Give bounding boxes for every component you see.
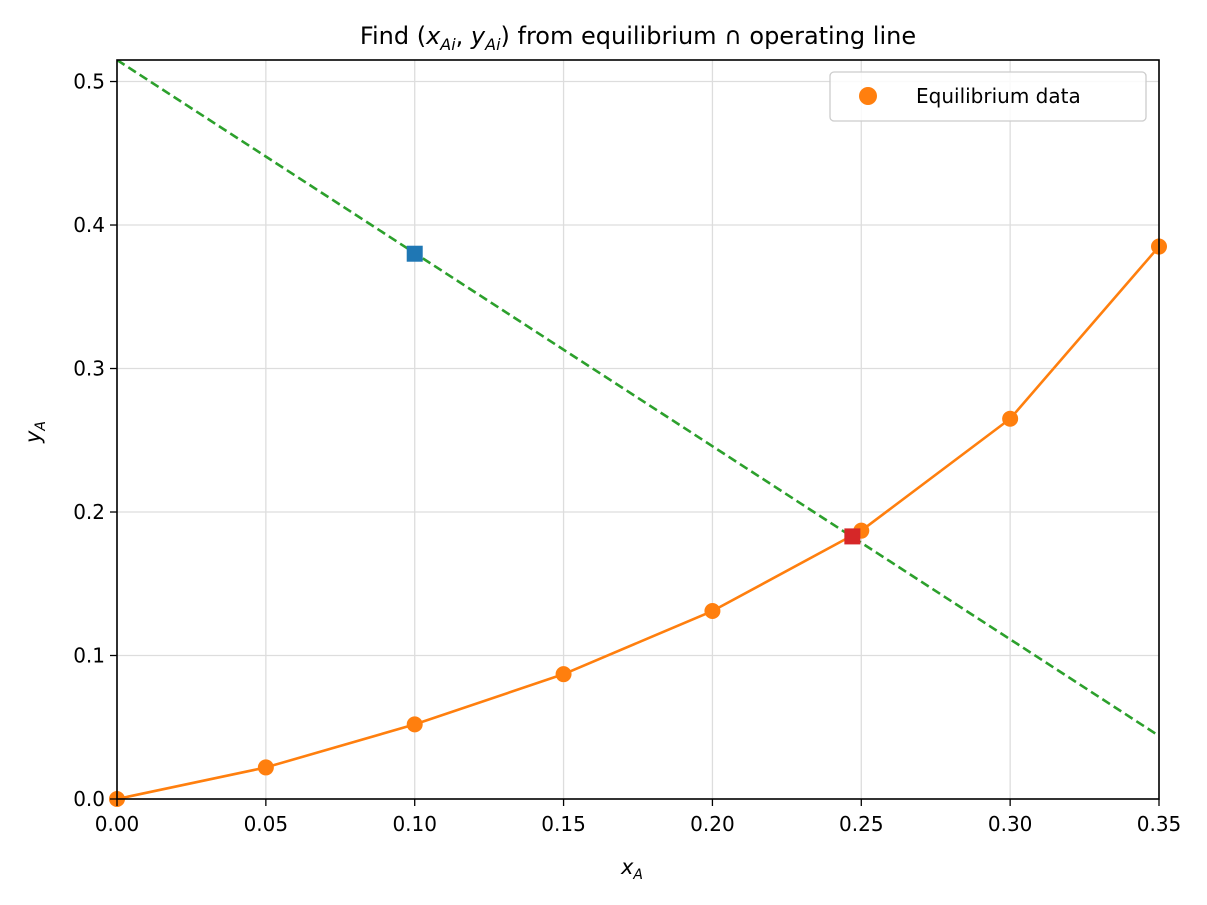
x-tick-label: 0.20	[690, 812, 735, 836]
grid	[116, 60, 1160, 800]
legend-marker-equilibrium	[859, 87, 877, 105]
chart-title: Find (xAi, yAi) from equilibrium ∩ opera…	[360, 22, 916, 54]
y-axis-label: yA	[21, 421, 49, 444]
x-tick-label: 0.05	[244, 812, 289, 836]
equilibrium-point	[704, 603, 721, 620]
interface-point-marker	[844, 528, 861, 545]
marker-layer	[109, 238, 1167, 807]
x-axis-label: xA	[620, 855, 643, 883]
y-tick-label: 0.2	[73, 500, 105, 524]
equilibrium-point	[1002, 410, 1019, 427]
x-tick-label: 0.15	[541, 812, 586, 836]
legend: Equilibrium data	[829, 71, 1147, 122]
legend-label-equilibrium: Equilibrium data	[916, 84, 1081, 108]
equilibrium-point	[257, 759, 274, 776]
x-tick-label: 0.25	[839, 812, 884, 836]
bulk-point-marker	[406, 245, 423, 262]
equilibrium-point	[555, 666, 572, 683]
y-tick-label: 0.1	[73, 644, 105, 668]
x-tick-label: 0.35	[1137, 812, 1182, 836]
plot-frame	[116, 59, 1160, 800]
x-tick-label: 0.10	[392, 812, 437, 836]
y-tick-label: 0.5	[73, 70, 105, 94]
data-layer	[109, 60, 1167, 807]
ticks: 0.00 0.05 0.10 0.15 0.20 0.25 0.30 0.35 0.0 0.1 0.…	[73, 70, 1181, 836]
x-tick-label: 0.30	[988, 812, 1033, 836]
x-tick-label: 0.00	[95, 812, 140, 836]
y-tick-label: 0.0	[73, 787, 105, 811]
operating-line	[117, 60, 1159, 737]
equilibrium-curve	[117, 245, 1159, 799]
equilibrium-point	[406, 716, 423, 733]
legend-box	[829, 71, 1147, 122]
y-tick-label: 0.3	[73, 357, 105, 381]
y-tick-label: 0.4	[73, 213, 105, 237]
plot-area	[117, 60, 1159, 799]
